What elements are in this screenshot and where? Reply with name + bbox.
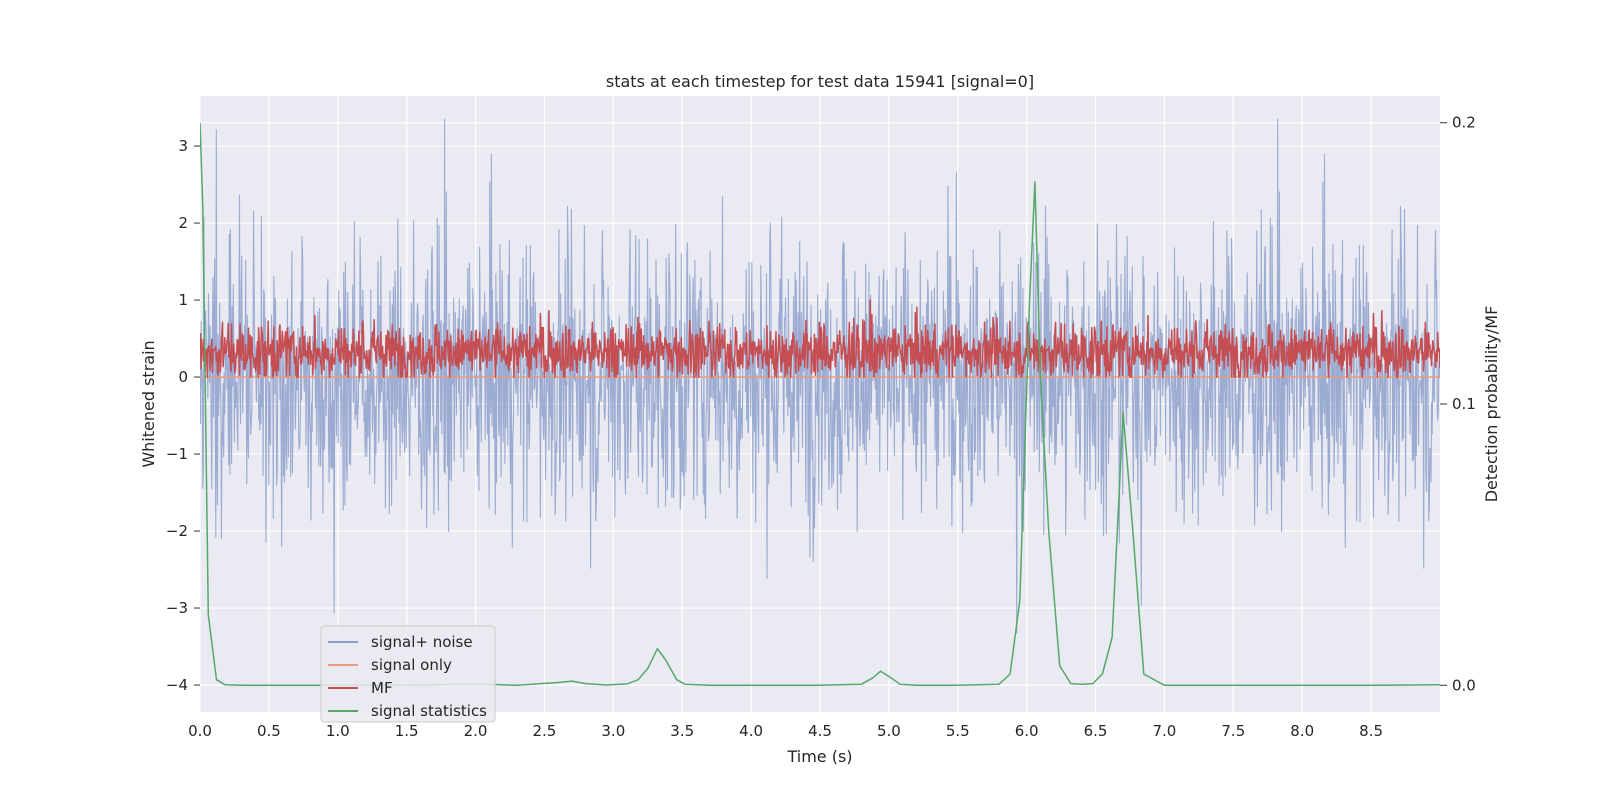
chart-title: stats at each timestep for test data 159… (606, 72, 1034, 91)
x-tick-label: 4.0 (739, 722, 763, 740)
right-y-tick-label: 0.0 (1452, 676, 1476, 694)
x-tick-label: 5.0 (877, 722, 901, 740)
x-tick-label: 8.5 (1359, 722, 1383, 740)
legend-label: signal only (371, 656, 452, 674)
x-tick-label: 7.5 (1221, 722, 1245, 740)
legend-box (320, 625, 496, 723)
right-y-axis-label: Detection probability/MF (1482, 306, 1501, 503)
series-signal-noise-line (200, 118, 1440, 634)
y-tick-label: 1 (178, 291, 188, 309)
x-tick-label: 4.5 (808, 722, 832, 740)
right-y-tick-label: 0.2 (1452, 114, 1476, 132)
x-tick-label: 7.0 (1153, 722, 1177, 740)
y-tick-label: −1 (166, 445, 188, 463)
y-tick-label: 2 (178, 214, 188, 232)
right-y-tick-label: 0.1 (1452, 395, 1476, 413)
x-tick-label: 5.5 (946, 722, 970, 740)
x-tick-label: 3.5 (670, 722, 694, 740)
legend-label: MF (371, 679, 393, 697)
legend: signal+ noise signal only MF signal statist… (320, 625, 496, 723)
x-tick-label: 1.5 (395, 722, 419, 740)
x-tick-label: 2.5 (533, 722, 557, 740)
y-tick-label: −4 (166, 676, 188, 694)
y-tick-label: −3 (166, 599, 188, 617)
y-axis-label: Whitened strain (139, 340, 158, 467)
x-tick-label: 1.0 (326, 722, 350, 740)
legend-label: signal statistics (371, 702, 487, 720)
x-tick-label: 0.5 (257, 722, 281, 740)
x-tick-label: 8.0 (1290, 722, 1314, 740)
series-mf-line (200, 299, 1440, 378)
y-axis-ticks: 3 2 1 0 −1 −2 −3 −4 (166, 137, 200, 694)
y-tick-label: −2 (166, 522, 188, 540)
right-y-axis-ticks: 0.2 0.1 0.0 (1440, 114, 1476, 694)
x-tick-label: 6.0 (1015, 722, 1039, 740)
y-tick-label: 3 (178, 137, 188, 155)
legend-label: signal+ noise (371, 633, 473, 651)
x-axis-ticks: 0.0 0.5 1.0 1.5 2.0 2.5 3.0 3.5 4.0 4.5 5.0 5.5 6.0 6… (188, 722, 1383, 740)
series-layer (200, 118, 1440, 687)
x-tick-label: 2.0 (464, 722, 488, 740)
x-tick-label: 6.5 (1084, 722, 1108, 740)
x-axis-label: Time (s) (786, 747, 852, 766)
x-tick-label: 0.0 (188, 722, 212, 740)
x-tick-label: 3.0 (601, 722, 625, 740)
y-tick-label: 0 (178, 368, 188, 386)
